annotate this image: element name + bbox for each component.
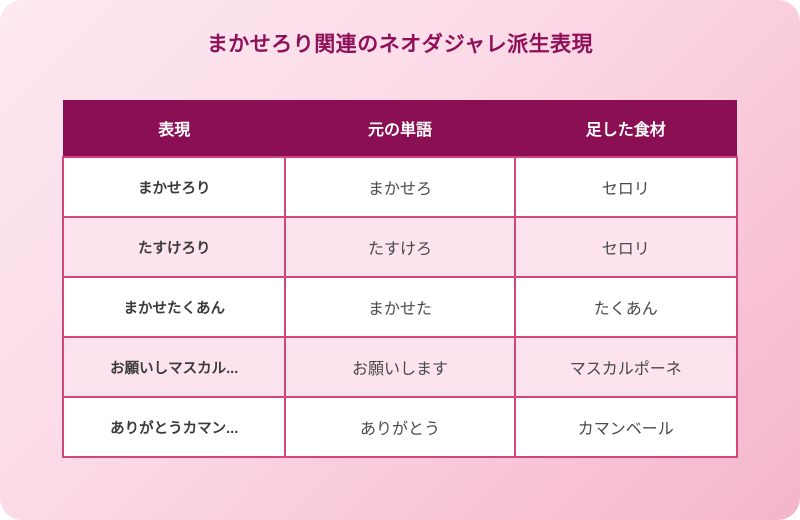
table-row: まかせたくあん まかせた たくあん	[61, 276, 739, 338]
pun-table-container: 表現 元の単語 足した食材 まかせろり まかせろ セロリ たすけろり たすけろ セロリ まか…	[61, 100, 739, 458]
column-header-original-word: 元の単語	[285, 100, 515, 157]
header-row: 表現 元の単語 足した食材	[63, 100, 737, 157]
cell-added-ingredient: セロリ	[513, 156, 739, 218]
cell-original-word: たすけろ	[284, 216, 516, 278]
table-row: ありがとうカマン... ありがとう カマンベール	[61, 396, 739, 458]
cell-expression: まかせたくあん	[61, 276, 287, 338]
cell-original-word: お願いします	[284, 336, 516, 398]
cell-original-word: ありがとう	[284, 396, 516, 458]
cell-added-ingredient: マスカルポーネ	[513, 336, 739, 398]
cell-original-word: まかせた	[284, 276, 516, 338]
pun-derivation-table: 表現 元の単語 足した食材 まかせろり まかせろ セロリ たすけろり たすけろ セロリ まか…	[61, 100, 739, 458]
cell-added-ingredient: カマンベール	[513, 396, 739, 458]
cell-expression: お願いしマスカル...	[61, 336, 287, 398]
table-row: まかせろり まかせろ セロリ	[61, 156, 739, 218]
table-row: お願いしマスカル... お願いします マスカルポーネ	[61, 336, 739, 398]
table-row: たすけろり たすけろ セロリ	[61, 216, 739, 278]
column-header-expression: 表現	[63, 100, 286, 157]
column-header-added-ingredient: 足した食材	[514, 100, 737, 157]
page-title: まかせろり関連のネオダジャレ派生表現	[206, 33, 594, 56]
cell-original-word: まかせろ	[284, 156, 516, 218]
cell-expression: まかせろり	[61, 156, 287, 218]
table-header: 表現 元の単語 足した食材	[63, 100, 737, 157]
cell-expression: ありがとうカマン...	[61, 396, 287, 458]
cell-added-ingredient: セロリ	[513, 216, 739, 278]
cell-expression: たすけろり	[61, 216, 287, 278]
table-body: まかせろり まかせろ セロリ たすけろり たすけろ セロリ まかせたくあん まかせた たくあんお…	[61, 156, 739, 458]
cell-added-ingredient: たくあん	[513, 276, 739, 338]
